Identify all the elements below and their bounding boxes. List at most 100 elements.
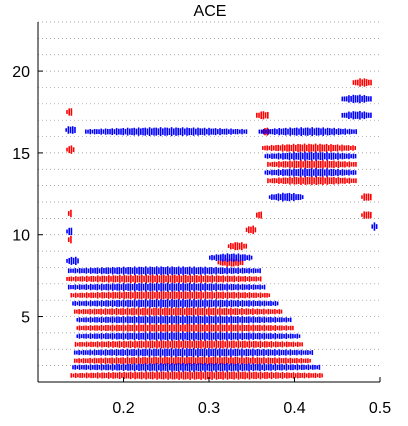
band-mark <box>144 308 146 316</box>
band-mark <box>237 129 239 134</box>
band-mark <box>217 129 219 134</box>
band-mark <box>187 276 189 282</box>
band-mark <box>141 275 143 283</box>
band-mark <box>327 160 329 168</box>
band-mark <box>114 317 116 322</box>
band-mark <box>185 291 187 299</box>
band-mark <box>312 350 314 355</box>
band-mark <box>151 316 153 323</box>
band-mark <box>147 292 149 299</box>
band-mark <box>107 317 109 323</box>
band-mark <box>302 145 304 152</box>
band-mark <box>270 358 272 364</box>
band-mark <box>252 349 254 357</box>
band-mark <box>222 275 224 282</box>
band-mark <box>298 128 300 134</box>
band-mark <box>303 359 305 363</box>
band-mark <box>240 285 242 290</box>
band-mark <box>154 364 156 371</box>
band-mark <box>114 284 116 290</box>
band-mark <box>186 128 188 136</box>
band-mark <box>107 358 109 363</box>
band-mark <box>267 170 269 175</box>
band-mark <box>316 128 318 136</box>
band-mark <box>70 373 72 378</box>
band-mark <box>191 349 193 356</box>
band-mark <box>125 317 127 322</box>
band-mark <box>79 276 81 281</box>
band-mark <box>105 333 107 339</box>
band-mark <box>152 267 154 275</box>
band-mark <box>254 350 256 355</box>
band-mark <box>140 325 142 332</box>
band-mark <box>331 177 333 184</box>
band-mark <box>301 373 303 378</box>
band-mark <box>98 309 100 314</box>
band-mark <box>293 168 295 176</box>
band-mark <box>220 363 222 371</box>
band-mark <box>269 195 271 198</box>
band-mark <box>205 371 207 380</box>
band-mark <box>176 341 178 348</box>
band-mark <box>250 334 252 339</box>
band-mark <box>99 268 101 273</box>
band-mark <box>92 334 94 338</box>
band-mark <box>123 364 125 371</box>
band-mark <box>145 324 147 332</box>
band-mark <box>94 301 96 306</box>
band-mark <box>255 317 257 322</box>
band-mark <box>265 171 267 175</box>
band-mark <box>141 283 143 291</box>
band-mark <box>320 177 322 184</box>
band-mark <box>278 169 280 176</box>
band-mark <box>264 372 266 379</box>
band-mark <box>261 309 263 314</box>
band-mark <box>136 301 138 307</box>
band-mark <box>258 212 260 218</box>
band-mark <box>226 129 228 135</box>
band-mark <box>301 342 303 346</box>
band-mark <box>156 363 158 371</box>
band-mark <box>117 373 119 379</box>
band-mark <box>237 308 239 315</box>
band-mark <box>238 340 240 348</box>
band-mark <box>78 350 80 355</box>
band-mark <box>224 300 226 306</box>
band-mark <box>261 317 263 322</box>
band-mark <box>324 169 326 175</box>
band-mark <box>145 283 147 292</box>
band-mark <box>111 349 113 356</box>
band-mark <box>366 212 368 219</box>
band-mark <box>108 372 110 379</box>
band-mark <box>139 275 141 282</box>
band-mark <box>175 127 177 135</box>
band-mark <box>280 162 282 167</box>
band-mark <box>109 317 111 322</box>
band-mark <box>280 154 282 159</box>
band-mark <box>83 350 85 355</box>
band-mark <box>114 334 116 339</box>
band-mark <box>138 127 140 135</box>
band-mark <box>95 373 97 378</box>
band-mark <box>197 324 199 332</box>
band-mark <box>318 177 320 184</box>
band-mark <box>147 309 149 315</box>
band-mark <box>158 292 160 299</box>
band-mark <box>152 275 154 284</box>
band-mark <box>337 144 339 151</box>
band-mark <box>160 363 162 371</box>
band-mark <box>294 161 296 169</box>
band-mark <box>127 333 129 340</box>
band-mark <box>218 284 220 290</box>
band-mark <box>253 363 255 371</box>
band-mark <box>335 145 337 151</box>
band-mark <box>101 284 103 291</box>
band-mark <box>213 317 215 324</box>
band-mark <box>239 309 241 314</box>
band-mark <box>230 243 232 249</box>
band-mark <box>327 177 329 185</box>
band-mark <box>186 316 188 324</box>
band-mark <box>123 324 125 331</box>
band-mark <box>143 364 145 370</box>
band-mark <box>79 317 81 322</box>
